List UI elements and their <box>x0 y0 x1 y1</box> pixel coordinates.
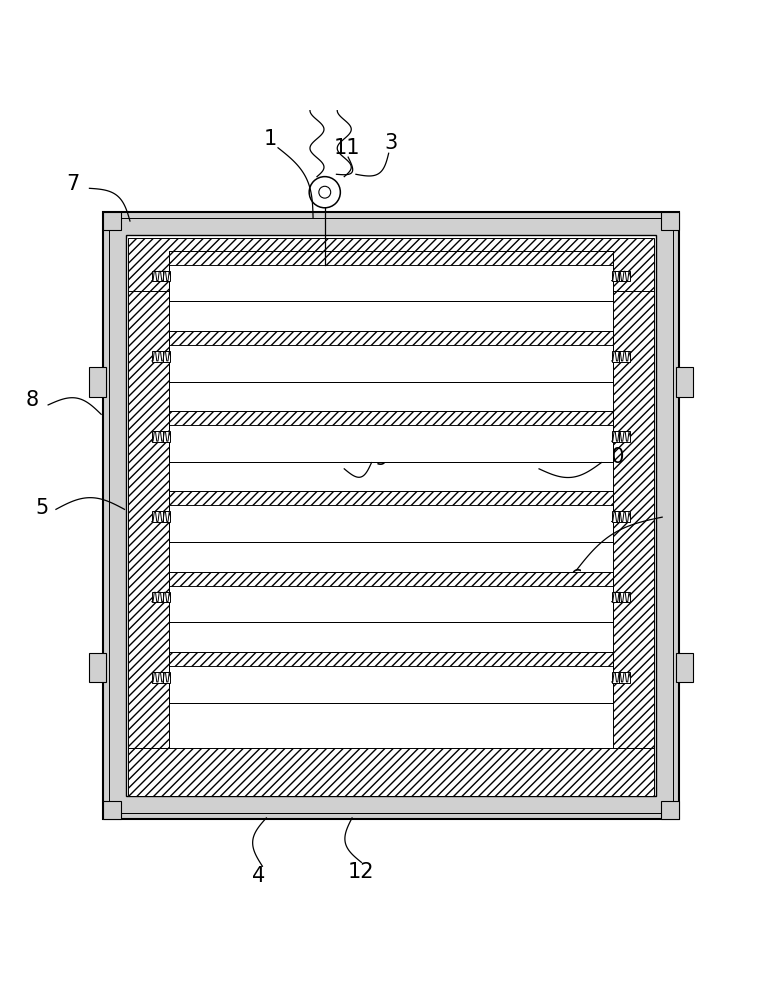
Bar <box>128 238 654 291</box>
Circle shape <box>319 186 331 198</box>
Bar <box>612 511 619 522</box>
Bar <box>152 592 169 602</box>
Bar <box>109 218 673 813</box>
Bar <box>613 351 630 362</box>
Bar <box>126 235 656 796</box>
Bar <box>128 291 169 748</box>
Bar <box>88 367 106 397</box>
Text: 12: 12 <box>348 862 375 882</box>
Bar <box>163 431 170 442</box>
Bar <box>661 212 680 230</box>
Bar <box>152 431 169 442</box>
Text: 8: 8 <box>26 390 39 410</box>
Bar <box>152 271 169 281</box>
Bar <box>613 511 630 522</box>
Text: 10: 10 <box>599 447 626 467</box>
Bar <box>613 431 630 442</box>
Bar <box>169 586 613 622</box>
Bar <box>163 511 170 522</box>
Bar <box>612 592 619 602</box>
Bar <box>169 425 613 462</box>
Bar <box>128 748 654 796</box>
Text: 9: 9 <box>374 449 388 469</box>
Bar <box>102 801 121 819</box>
Text: 7: 7 <box>66 174 80 194</box>
Bar <box>676 653 694 682</box>
Text: 3: 3 <box>385 133 397 153</box>
Bar <box>152 672 169 683</box>
Bar <box>102 212 121 230</box>
Bar <box>169 666 613 703</box>
Bar <box>169 331 613 345</box>
Circle shape <box>309 177 340 208</box>
Text: 6: 6 <box>570 569 583 589</box>
Bar <box>169 345 613 382</box>
Bar <box>612 271 619 281</box>
Bar <box>169 411 613 425</box>
Bar <box>613 291 654 748</box>
Bar <box>169 251 613 265</box>
Bar <box>612 672 619 683</box>
Bar <box>152 351 169 362</box>
Bar <box>163 271 170 281</box>
Bar <box>169 331 613 382</box>
Bar <box>102 212 680 819</box>
Bar <box>661 801 680 819</box>
Bar <box>613 271 630 281</box>
Bar <box>612 431 619 442</box>
Bar <box>169 652 613 666</box>
Bar <box>169 491 613 505</box>
Bar <box>169 572 613 622</box>
Bar <box>163 672 170 683</box>
Bar <box>169 505 613 542</box>
Bar <box>169 265 613 301</box>
Bar <box>169 572 613 586</box>
Text: 1: 1 <box>264 129 277 149</box>
Text: 11: 11 <box>333 138 360 158</box>
Bar <box>613 672 630 683</box>
Bar <box>612 351 619 362</box>
Bar <box>163 592 170 602</box>
Bar <box>169 491 613 542</box>
Bar <box>613 592 630 602</box>
Text: 5: 5 <box>35 498 48 518</box>
Bar <box>152 511 169 522</box>
Text: 4: 4 <box>252 866 265 886</box>
Bar <box>169 251 613 301</box>
Bar <box>88 653 106 682</box>
Bar <box>169 411 613 462</box>
Bar <box>676 367 694 397</box>
Bar <box>163 351 170 362</box>
Bar <box>169 652 613 703</box>
